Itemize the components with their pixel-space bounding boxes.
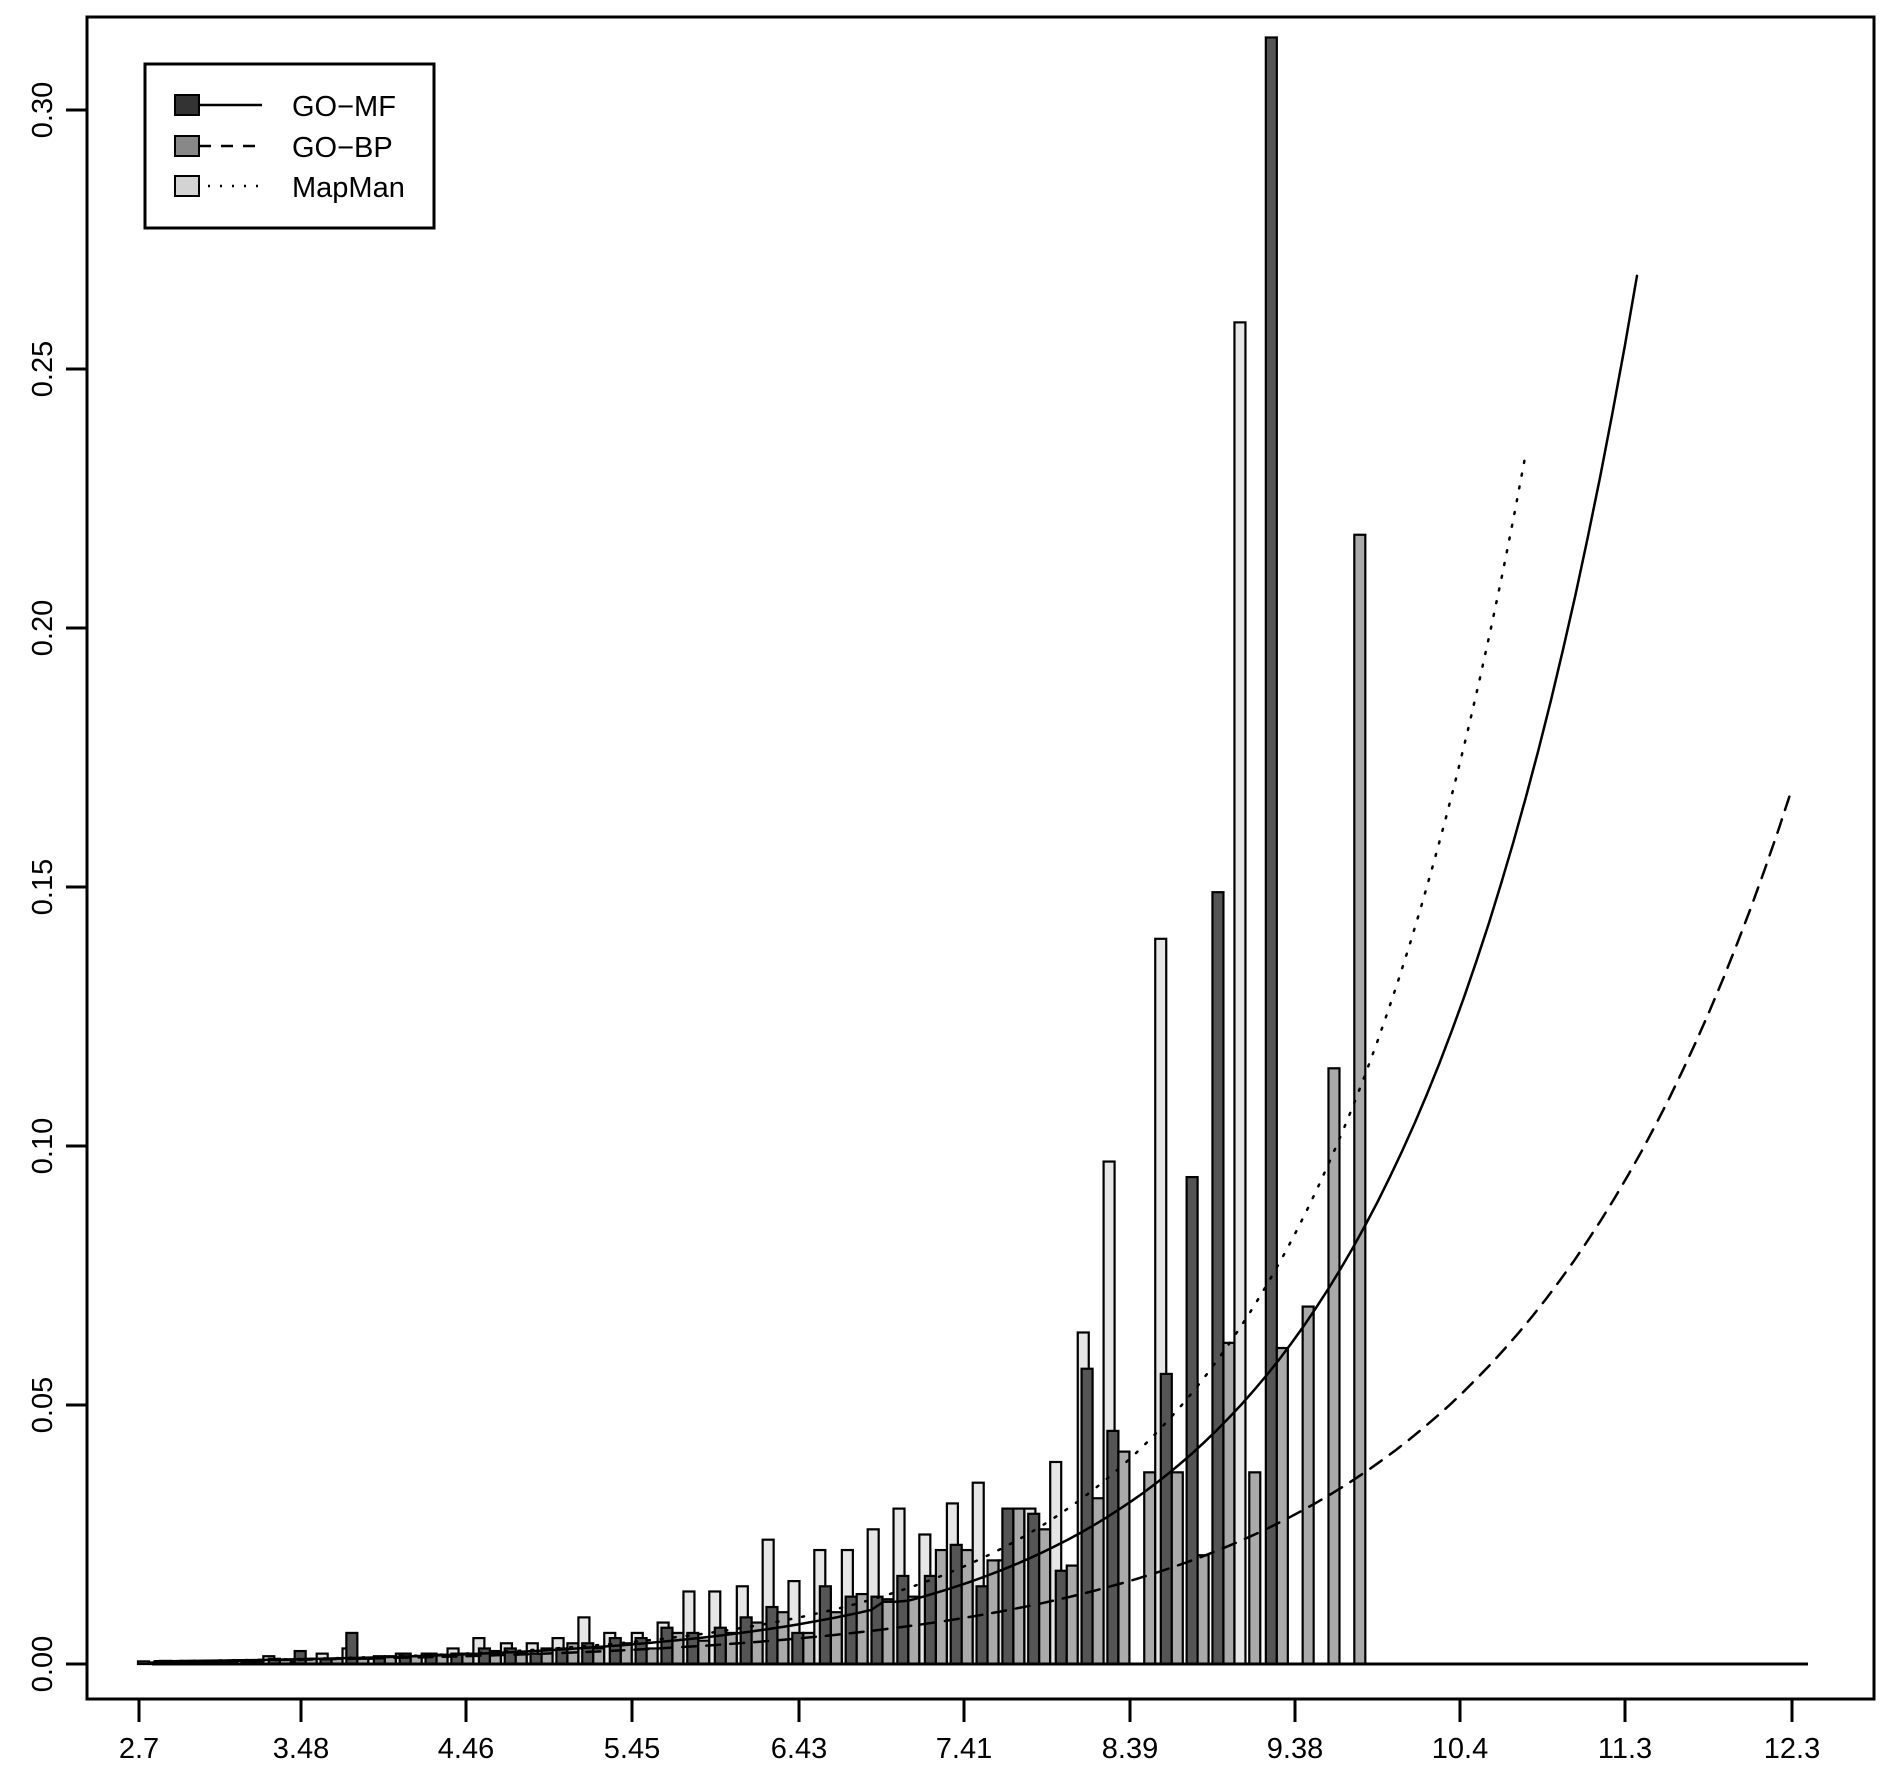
bar-go-bp bbox=[829, 1611, 843, 1666]
bar-go-mf bbox=[293, 1649, 307, 1666]
bar-go-bp bbox=[645, 1647, 659, 1666]
legend: GO−MF GO−BP MapMan bbox=[143, 62, 436, 230]
bar-go-mf bbox=[765, 1605, 779, 1666]
legend-item-go-bp: GO−BP bbox=[174, 132, 393, 164]
trend-lines bbox=[153, 274, 1794, 1663]
bar-go-mf bbox=[1185, 1175, 1199, 1666]
x-tick-label: 3.48 bbox=[273, 1733, 329, 1765]
x-tick-label: 12.3 bbox=[1764, 1733, 1820, 1765]
bar-go-bp bbox=[776, 1611, 790, 1666]
bar-go-bp bbox=[1065, 1564, 1079, 1666]
bar-go-mf bbox=[1054, 1569, 1068, 1666]
x-tick-label: 2.7 bbox=[119, 1733, 159, 1765]
x-tick-label: 7.41 bbox=[936, 1733, 992, 1765]
x-tick-label: 9.38 bbox=[1267, 1733, 1323, 1765]
bar-go-mf bbox=[1001, 1507, 1015, 1666]
y-tick-label: 0.30 bbox=[27, 82, 59, 138]
y-tick-label: 0.10 bbox=[27, 1118, 59, 1174]
y-tick-label: 0.00 bbox=[27, 1636, 59, 1692]
y-axis: 0.00 0.05 0.10 0.15 0.20 0.25 0.30 bbox=[27, 82, 87, 1692]
bar-go-mf bbox=[1264, 36, 1278, 1666]
bar-go-bp bbox=[907, 1595, 921, 1666]
plot-frame bbox=[85, 15, 1876, 1701]
bar-go-bp bbox=[1170, 1471, 1184, 1666]
bar-go-mf bbox=[660, 1626, 674, 1666]
bar-go-mf bbox=[1106, 1429, 1120, 1666]
bar-go-bp bbox=[697, 1639, 711, 1666]
legend-label-go-mf: GO−MF bbox=[292, 91, 396, 123]
bar-go-mf bbox=[818, 1585, 832, 1666]
x-tick-label: 8.39 bbox=[1102, 1733, 1158, 1765]
y-tick-label: 0.15 bbox=[27, 859, 59, 915]
bar-go-bp bbox=[881, 1598, 895, 1666]
bar-go-mf bbox=[844, 1595, 858, 1666]
bar-go-mf bbox=[136, 1660, 151, 1666]
y-tick-label: 0.25 bbox=[27, 341, 59, 397]
bar-mapman bbox=[1233, 321, 1247, 1666]
x-tick-label: 11.3 bbox=[1598, 1733, 1652, 1765]
bar-go-mf bbox=[975, 1585, 989, 1666]
bar-go-bp bbox=[750, 1621, 764, 1666]
legend-item-mapman: MapMan bbox=[174, 172, 405, 204]
legend-swatch-dark-icon bbox=[174, 94, 200, 116]
legend-item-go-mf: GO−MF bbox=[174, 91, 396, 123]
y-tick-label: 0.05 bbox=[27, 1377, 59, 1433]
bar-go-mf bbox=[1080, 1367, 1094, 1666]
bar-groups bbox=[136, 36, 1367, 1666]
y-tick-label: 0.20 bbox=[27, 600, 59, 656]
bar-go-mf bbox=[923, 1574, 937, 1666]
bar-go-bp bbox=[934, 1548, 948, 1666]
bar-go-bp bbox=[1248, 1471, 1262, 1666]
trend-line-mapman bbox=[153, 455, 1527, 1663]
bar-go-bp bbox=[1012, 1507, 1026, 1666]
trend-line-go-mf bbox=[153, 274, 1639, 1663]
bar-go-bp bbox=[1117, 1450, 1131, 1666]
legend-swatch-mid-icon bbox=[174, 135, 200, 157]
bar-go-bp bbox=[1353, 533, 1367, 1666]
x-tick-label: 5.45 bbox=[604, 1733, 660, 1765]
x-tick-label: 4.46 bbox=[438, 1733, 494, 1765]
legend-label-mapman: MapMan bbox=[292, 172, 405, 204]
bar-go-mf bbox=[1027, 1512, 1041, 1666]
bar-go-bp bbox=[1222, 1341, 1236, 1666]
bar-go-bp bbox=[1275, 1346, 1289, 1666]
x-axis: 2.7 3.48 4.46 5.45 6.43 7.41 8.39 9.38 10.4 11.3 1… bbox=[119, 1699, 1820, 1765]
bar-go-bp bbox=[1327, 1067, 1341, 1666]
bar-go-mf bbox=[529, 1652, 543, 1666]
trend-line-go-bp bbox=[153, 787, 1794, 1663]
legend-label-go-bp: GO−BP bbox=[292, 132, 393, 164]
bar-go-mf bbox=[1159, 1372, 1173, 1666]
bar-go-bp bbox=[1143, 1471, 1157, 1666]
bar-go-bp bbox=[855, 1592, 869, 1666]
legend-swatch-light-icon bbox=[174, 175, 200, 197]
bar-go-bp bbox=[1301, 1305, 1315, 1666]
x-tick-label: 10.4 bbox=[1432, 1733, 1488, 1765]
bar-go-bp bbox=[724, 1631, 738, 1666]
bar-go-bp bbox=[1196, 1554, 1210, 1666]
bar-go-mf bbox=[949, 1543, 963, 1666]
bar-go-mf bbox=[739, 1616, 753, 1666]
x-tick-label: 6.43 bbox=[771, 1733, 827, 1765]
